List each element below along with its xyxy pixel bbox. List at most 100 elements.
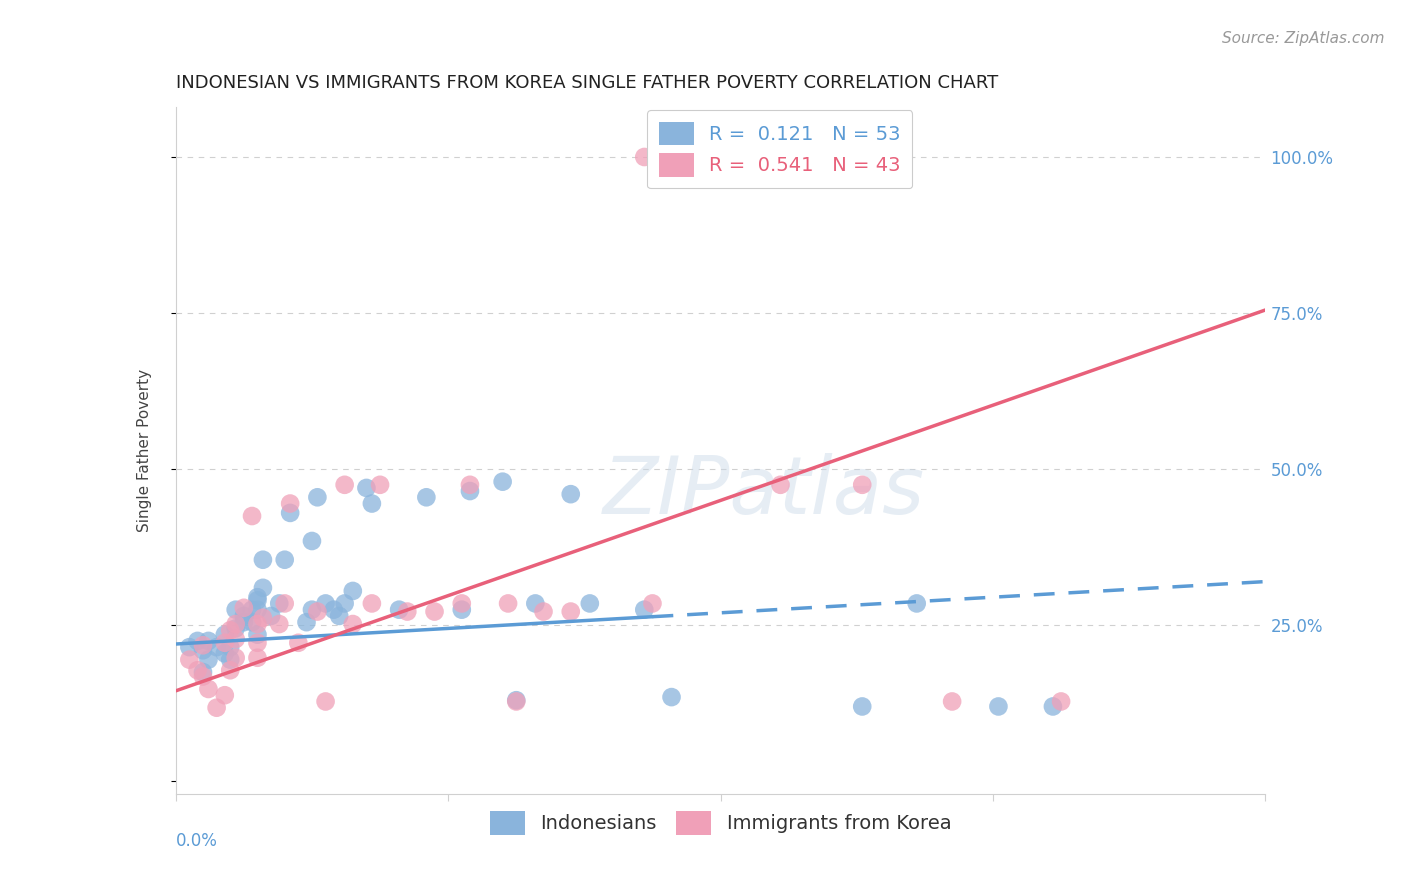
Point bbox=[179, 640, 201, 655]
Point bbox=[274, 597, 297, 611]
Point bbox=[633, 150, 655, 164]
Point bbox=[219, 653, 242, 667]
Point bbox=[342, 617, 364, 632]
Point bbox=[269, 597, 291, 611]
Point bbox=[246, 593, 269, 607]
Point bbox=[505, 693, 527, 707]
Point bbox=[225, 617, 247, 632]
Point bbox=[252, 581, 274, 595]
Point bbox=[533, 605, 555, 619]
Point bbox=[333, 597, 356, 611]
Point bbox=[415, 491, 437, 505]
Point bbox=[987, 699, 1010, 714]
Point bbox=[450, 597, 472, 611]
Point bbox=[225, 622, 247, 636]
Point bbox=[260, 608, 283, 623]
Legend: Indonesians, Immigrants from Korea: Indonesians, Immigrants from Korea bbox=[482, 804, 959, 843]
Point bbox=[191, 665, 214, 680]
Point bbox=[232, 615, 254, 630]
Point bbox=[274, 552, 297, 567]
Point bbox=[191, 638, 214, 652]
Point bbox=[941, 694, 963, 708]
Point bbox=[633, 603, 655, 617]
Point bbox=[278, 496, 301, 510]
Point bbox=[214, 628, 236, 642]
Point bbox=[240, 615, 263, 630]
Point bbox=[179, 653, 201, 667]
Point bbox=[524, 597, 547, 611]
Point bbox=[458, 483, 481, 498]
Point bbox=[186, 663, 209, 677]
Point bbox=[333, 478, 356, 492]
Point bbox=[186, 633, 209, 648]
Point bbox=[232, 608, 254, 623]
Point bbox=[246, 636, 269, 650]
Point bbox=[205, 700, 228, 714]
Point bbox=[1042, 699, 1064, 714]
Point bbox=[315, 597, 337, 611]
Point bbox=[851, 699, 873, 714]
Point bbox=[191, 643, 214, 657]
Point bbox=[388, 603, 411, 617]
Point bbox=[851, 478, 873, 492]
Point bbox=[328, 608, 350, 623]
Point bbox=[423, 605, 446, 619]
Point bbox=[246, 650, 269, 665]
Point bbox=[560, 605, 582, 619]
Point bbox=[301, 603, 323, 617]
Point bbox=[278, 506, 301, 520]
Point bbox=[295, 615, 318, 630]
Point bbox=[661, 690, 683, 705]
Point bbox=[246, 628, 269, 642]
Point bbox=[246, 603, 269, 617]
Point bbox=[287, 636, 309, 650]
Point bbox=[252, 552, 274, 567]
Point bbox=[492, 475, 515, 489]
Point bbox=[232, 600, 254, 615]
Point bbox=[252, 611, 274, 625]
Point bbox=[219, 624, 242, 638]
Point bbox=[360, 597, 382, 611]
Point bbox=[240, 603, 263, 617]
Point bbox=[458, 478, 481, 492]
Point bbox=[214, 646, 236, 660]
Point bbox=[240, 508, 263, 523]
Point bbox=[219, 640, 242, 655]
Point bbox=[225, 650, 247, 665]
Point bbox=[205, 640, 228, 655]
Point bbox=[641, 597, 664, 611]
Point bbox=[505, 694, 527, 708]
Point bbox=[269, 617, 291, 632]
Point bbox=[246, 591, 269, 605]
Y-axis label: Single Father Poverty: Single Father Poverty bbox=[138, 369, 152, 532]
Point bbox=[315, 694, 337, 708]
Point bbox=[307, 605, 329, 619]
Point bbox=[450, 603, 472, 617]
Text: 0.0%: 0.0% bbox=[176, 831, 218, 850]
Point bbox=[191, 669, 214, 683]
Text: INDONESIAN VS IMMIGRANTS FROM KOREA SINGLE FATHER POVERTY CORRELATION CHART: INDONESIAN VS IMMIGRANTS FROM KOREA SING… bbox=[176, 74, 998, 92]
Point bbox=[342, 584, 364, 599]
Point bbox=[905, 597, 928, 611]
Point bbox=[225, 632, 247, 646]
Point bbox=[769, 478, 792, 492]
Point bbox=[560, 487, 582, 501]
Point bbox=[579, 597, 602, 611]
Point bbox=[197, 653, 219, 667]
Text: ZIPatlas: ZIPatlas bbox=[603, 452, 925, 531]
Point bbox=[197, 633, 219, 648]
Point bbox=[214, 688, 236, 702]
Point bbox=[356, 481, 378, 495]
Text: Source: ZipAtlas.com: Source: ZipAtlas.com bbox=[1222, 31, 1385, 46]
Point bbox=[368, 478, 391, 492]
Point bbox=[225, 603, 247, 617]
Point bbox=[496, 597, 519, 611]
Point bbox=[214, 636, 236, 650]
Point bbox=[301, 533, 323, 548]
Point bbox=[219, 663, 242, 677]
Point bbox=[1050, 694, 1073, 708]
Point bbox=[307, 491, 329, 505]
Point bbox=[322, 603, 344, 617]
Point bbox=[246, 617, 269, 632]
Point bbox=[197, 681, 219, 696]
